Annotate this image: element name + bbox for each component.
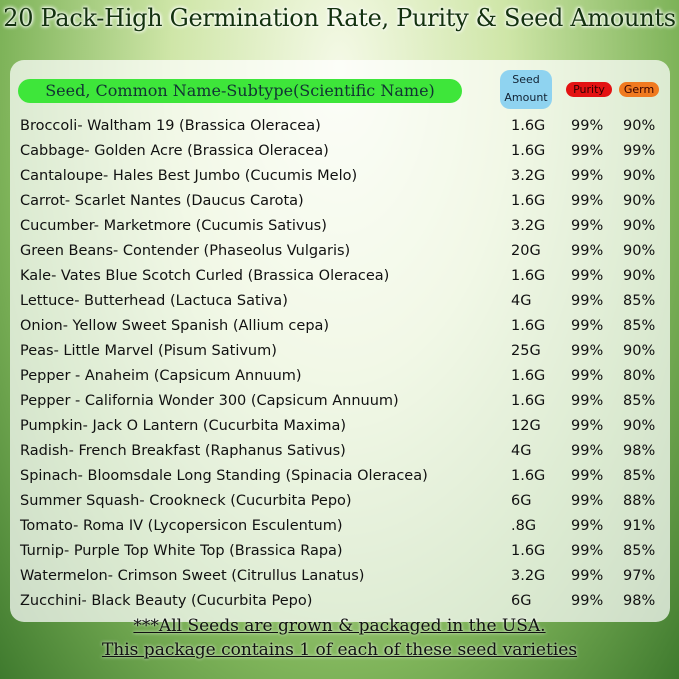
seed-name: Green Beans- Contender (Phaseolus Vulgar… <box>20 243 351 259</box>
cell: 85% <box>623 468 656 484</box>
footer-line: This package contains 1 of each of these… <box>101 640 578 660</box>
cell: 99% <box>571 518 604 534</box>
cell: 85% <box>623 393 656 409</box>
cell: 85% <box>623 293 656 309</box>
cell: 99% <box>571 193 604 209</box>
cell: 99% <box>571 343 604 359</box>
cell: 6G <box>511 493 532 509</box>
cell: 90% <box>623 168 656 184</box>
cell: 99% <box>571 168 604 184</box>
cell: 1.6G <box>511 143 546 159</box>
column-header: Seed, Common Name-Subtype(Scientific Nam… <box>18 79 462 103</box>
cell: 99% <box>571 318 604 334</box>
cell: 91% <box>623 518 656 534</box>
cell: .8G <box>511 518 537 534</box>
cell: 3.2G <box>511 168 546 184</box>
cell: 99% <box>571 218 604 234</box>
cell: 1.6G <box>511 468 546 484</box>
seed-name: Spinach- Bloomsdale Long Standing (Spina… <box>20 468 428 484</box>
cell: 97% <box>623 568 656 584</box>
seed-name: Pepper - California Wonder 300 (Capsicum… <box>20 393 399 409</box>
seed-name: Radish- French Breakfast (Raphanus Sativ… <box>20 443 346 459</box>
cell: 99% <box>571 568 604 584</box>
cell: 85% <box>623 543 656 559</box>
cell: 99% <box>571 418 604 434</box>
footer-line: ***All Seeds are grown & packaged in the… <box>133 616 546 636</box>
cell: 90% <box>623 268 656 284</box>
cell: 99% <box>571 243 604 259</box>
column-header: Germ <box>619 82 659 97</box>
cell: 99% <box>571 118 604 134</box>
seed-name: Kale- Vates Blue Scotch Curled (Brassica… <box>20 268 390 284</box>
seed-name: Carrot- Scarlet Nantes (Daucus Carota) <box>20 193 304 209</box>
cell: 99% <box>571 368 604 384</box>
cell: 99% <box>623 143 656 159</box>
cell: 98% <box>623 593 656 609</box>
cell: 1.6G <box>511 368 546 384</box>
cell: 1.6G <box>511 118 546 134</box>
seed-name: Cabbage- Golden Acre (Brassica Oleracea) <box>20 143 329 159</box>
cell: 25G <box>511 343 541 359</box>
seed-name: Cucumber- Marketmore (Cucumis Sativus) <box>20 218 327 234</box>
cell: 1.6G <box>511 268 546 284</box>
seed-name: Turnip- Purple Top White Top (Brassica R… <box>20 543 343 559</box>
seed-name: Pumpkin- Jack O Lantern (Cucurbita Maxim… <box>20 418 347 434</box>
seed-name: Onion- Yellow Sweet Spanish (Allium cepa… <box>20 318 330 334</box>
cell: 85% <box>623 318 656 334</box>
seed-name: Lettuce- Butterhead (Lactuca Sativa) <box>20 293 288 309</box>
seed-name: Zucchini- Black Beauty (Cucurbita Pepo) <box>20 593 313 609</box>
cell: 99% <box>571 143 604 159</box>
cell: 4G <box>511 293 532 309</box>
cell: 12G <box>511 418 541 434</box>
seed-name: Pepper - Anaheim (Capsicum Annuum) <box>20 368 302 384</box>
cell: 99% <box>571 543 604 559</box>
cell: 3.2G <box>511 568 546 584</box>
seed-name: Peas- Little Marvel (Pisum Sativum) <box>20 343 277 359</box>
title: 20 Pack-High Germination Rate, Purity & … <box>3 4 676 32</box>
cell: 90% <box>623 243 656 259</box>
seed-name: Watermelon- Crimson Sweet (Citrullus Lan… <box>20 568 365 584</box>
column-header: Seed Amount <box>500 70 552 109</box>
cell: 99% <box>571 468 604 484</box>
cell: 20G <box>511 243 541 259</box>
cell: 98% <box>623 443 656 459</box>
cell: 3.2G <box>511 218 546 234</box>
cell: 1.6G <box>511 543 546 559</box>
cell: 99% <box>571 293 604 309</box>
cell: 1.6G <box>511 193 546 209</box>
cell: 1.6G <box>511 318 546 334</box>
seed-name: Cantaloupe- Hales Best Jumbo (Cucumis Me… <box>20 168 358 184</box>
cell: 99% <box>571 443 604 459</box>
seed-name: Broccoli- Waltham 19 (Brassica Oleracea) <box>20 118 321 134</box>
table-panel <box>10 60 670 622</box>
cell: 99% <box>571 493 604 509</box>
cell: 99% <box>571 268 604 284</box>
cell: 90% <box>623 118 656 134</box>
cell: 99% <box>571 393 604 409</box>
cell: 1.6G <box>511 393 546 409</box>
cell: 88% <box>623 493 656 509</box>
seed-name: Tomato- Roma IV (Lycopersicon Esculentum… <box>20 518 343 534</box>
cell: 90% <box>623 218 656 234</box>
column-header: Purity <box>566 82 612 97</box>
seed-name: Summer Squash- Crookneck (Cucurbita Pepo… <box>20 493 352 509</box>
cell: 99% <box>571 593 604 609</box>
cell: 4G <box>511 443 532 459</box>
cell: 6G <box>511 593 532 609</box>
cell: 90% <box>623 418 656 434</box>
cell: 80% <box>623 368 656 384</box>
cell: 90% <box>623 343 656 359</box>
cell: 90% <box>623 193 656 209</box>
